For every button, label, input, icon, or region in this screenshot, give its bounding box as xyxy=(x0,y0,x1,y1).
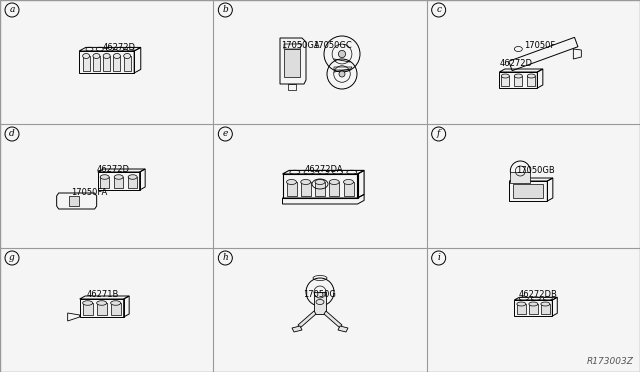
Text: 17050GC: 17050GC xyxy=(314,41,352,49)
Bar xyxy=(513,184,543,198)
Text: 46272D: 46272D xyxy=(500,59,532,68)
Ellipse shape xyxy=(541,302,550,306)
Ellipse shape xyxy=(344,180,353,185)
Bar xyxy=(301,182,311,196)
Ellipse shape xyxy=(103,54,110,58)
Ellipse shape xyxy=(517,302,526,306)
Ellipse shape xyxy=(287,180,296,185)
Bar xyxy=(515,76,522,86)
Bar xyxy=(83,56,90,71)
Bar xyxy=(529,304,538,314)
Text: e: e xyxy=(223,129,228,138)
Text: h: h xyxy=(223,253,228,263)
Bar xyxy=(128,177,137,188)
Text: 46272DA: 46272DA xyxy=(305,164,344,174)
Polygon shape xyxy=(324,311,342,328)
Ellipse shape xyxy=(111,301,121,305)
Bar xyxy=(284,49,300,77)
Circle shape xyxy=(339,71,345,77)
Bar xyxy=(113,56,120,71)
Bar xyxy=(314,292,326,314)
Bar xyxy=(97,303,107,315)
Ellipse shape xyxy=(124,54,131,58)
Bar xyxy=(124,56,131,71)
Ellipse shape xyxy=(97,301,107,305)
Text: 46272D: 46272D xyxy=(103,43,136,52)
Polygon shape xyxy=(292,326,302,332)
Text: i: i xyxy=(437,253,440,263)
Polygon shape xyxy=(298,311,316,328)
Circle shape xyxy=(339,50,346,58)
Bar xyxy=(527,76,535,86)
Bar xyxy=(114,177,123,188)
Text: R173003Z: R173003Z xyxy=(587,357,634,366)
Ellipse shape xyxy=(527,74,535,78)
Bar xyxy=(287,182,296,196)
Bar xyxy=(83,303,93,315)
Text: b: b xyxy=(223,6,228,15)
Bar xyxy=(541,304,550,314)
Bar xyxy=(103,56,110,71)
Ellipse shape xyxy=(83,301,93,305)
Bar xyxy=(344,182,353,196)
Ellipse shape xyxy=(113,54,120,58)
Ellipse shape xyxy=(128,175,137,179)
Text: f: f xyxy=(437,129,440,138)
Bar xyxy=(315,182,325,196)
Polygon shape xyxy=(510,172,531,183)
Ellipse shape xyxy=(329,180,339,185)
Bar xyxy=(501,76,509,86)
Bar xyxy=(100,177,109,188)
Text: 17050GB: 17050GB xyxy=(516,166,555,175)
Text: 17050G: 17050G xyxy=(303,290,337,299)
Ellipse shape xyxy=(301,180,311,185)
Text: a: a xyxy=(10,6,15,15)
Ellipse shape xyxy=(315,180,325,185)
Bar xyxy=(517,304,526,314)
Text: g: g xyxy=(9,253,15,263)
Ellipse shape xyxy=(515,74,522,78)
Text: d: d xyxy=(9,129,15,138)
Ellipse shape xyxy=(501,74,509,78)
Ellipse shape xyxy=(114,175,123,179)
Ellipse shape xyxy=(93,54,100,58)
Text: c: c xyxy=(436,6,441,15)
Ellipse shape xyxy=(83,54,90,58)
Text: 17050FA: 17050FA xyxy=(72,188,108,197)
Text: 17050GA: 17050GA xyxy=(282,41,320,49)
Text: 46271B: 46271B xyxy=(86,290,118,299)
Text: 46272DB: 46272DB xyxy=(518,290,557,299)
Bar xyxy=(111,303,121,315)
Bar xyxy=(329,182,339,196)
Text: 17050F: 17050F xyxy=(524,41,556,49)
Bar xyxy=(68,196,79,206)
Ellipse shape xyxy=(100,175,109,179)
Ellipse shape xyxy=(529,302,538,306)
Polygon shape xyxy=(338,326,348,332)
Text: 46272D: 46272D xyxy=(97,164,129,174)
Bar xyxy=(93,56,100,71)
